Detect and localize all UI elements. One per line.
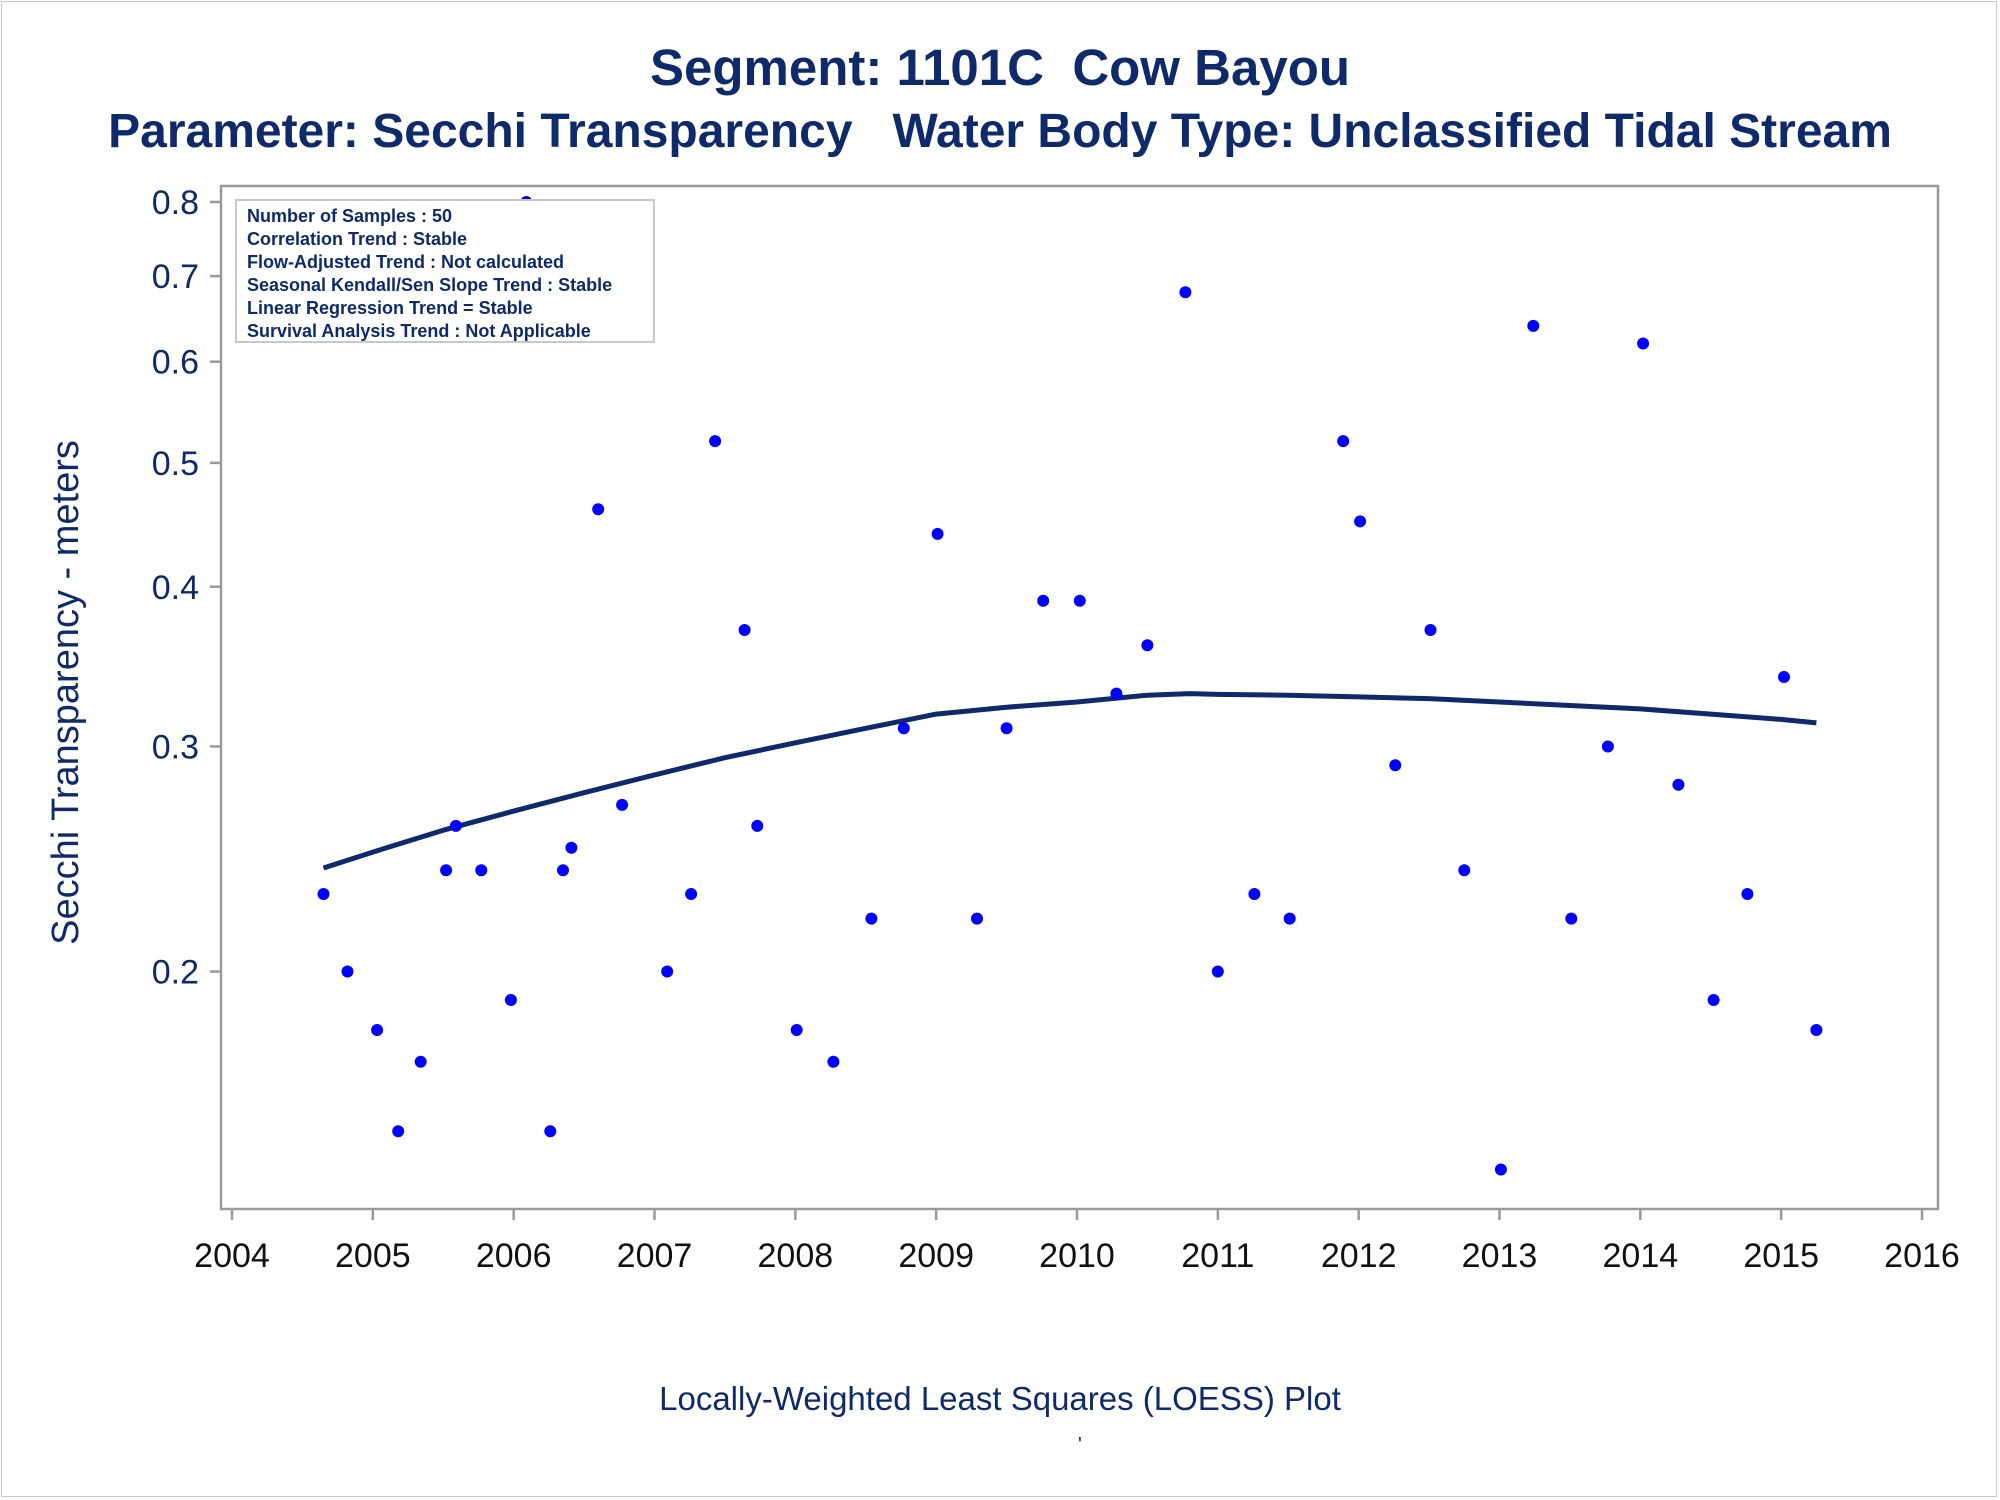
data-point bbox=[738, 624, 751, 636]
data-point bbox=[371, 1024, 384, 1036]
info-box-line: Linear Regression Trend = Stable bbox=[247, 298, 533, 318]
data-point bbox=[1248, 888, 1261, 900]
x-tick-label: 2014 bbox=[1603, 1237, 1679, 1275]
y-tick-label: 0.2 bbox=[152, 954, 199, 992]
data-point bbox=[1141, 639, 1154, 652]
x-tick-label: 2009 bbox=[898, 1237, 974, 1275]
data-point bbox=[1494, 1163, 1507, 1176]
data-point bbox=[1424, 624, 1437, 636]
data-point bbox=[557, 864, 569, 877]
info-box-line: Survival Analysis Trend : Not Applicable bbox=[247, 321, 591, 341]
data-point bbox=[1283, 912, 1296, 925]
data-point bbox=[449, 819, 462, 832]
x-tick-label: 2016 bbox=[1884, 1237, 1960, 1275]
data-point bbox=[1637, 337, 1650, 350]
x-tick-label: 2004 bbox=[194, 1237, 270, 1275]
trend-info-box: Number of Samples : 50 Correlation Trend … bbox=[235, 199, 655, 343]
y-axis-label: Secchi Transparency - meters bbox=[45, 440, 87, 945]
data-point bbox=[1565, 912, 1578, 925]
info-box-line: Number of Samples : 50 bbox=[247, 206, 452, 226]
data-point bbox=[1073, 594, 1086, 607]
loess-layer bbox=[322, 691, 1817, 871]
info-box-line: Seasonal Kendall/Sen Slope Trend : Stabl… bbox=[247, 275, 612, 295]
plot-area bbox=[219, 184, 1940, 1211]
data-point bbox=[1601, 740, 1614, 753]
info-box-frame bbox=[235, 199, 655, 343]
data-point bbox=[1458, 864, 1471, 877]
data-point bbox=[1037, 594, 1050, 607]
data-point bbox=[592, 503, 605, 516]
y-tick-label: 0.4 bbox=[152, 569, 199, 607]
data-point bbox=[1778, 671, 1790, 683]
data-point bbox=[1810, 1024, 1823, 1036]
x-tick-label: 2010 bbox=[1039, 1237, 1115, 1275]
x-tick-label: 2015 bbox=[1743, 1237, 1819, 1275]
data-point bbox=[661, 965, 674, 978]
loess-curve bbox=[322, 691, 1817, 871]
chart-title: Segment: 1101C Cow Bayou bbox=[649, 39, 1351, 96]
data-point bbox=[751, 819, 764, 832]
data-point bbox=[685, 888, 698, 900]
footnote-mark: ' bbox=[1078, 1434, 1082, 1456]
data-point bbox=[971, 912, 983, 925]
data-point bbox=[709, 435, 722, 448]
data-point bbox=[565, 841, 578, 854]
data-point bbox=[414, 1055, 427, 1068]
y-tick-label: 0.7 bbox=[152, 258, 199, 296]
data-point bbox=[440, 864, 453, 877]
data-point bbox=[392, 1125, 405, 1138]
data-point bbox=[790, 1024, 803, 1036]
data-point bbox=[1211, 965, 1224, 978]
info-box-line: Flow-Adjusted Trend : Not calculated bbox=[247, 252, 564, 272]
points-layer bbox=[317, 196, 1823, 1176]
x-tick-label: 2005 bbox=[335, 1237, 411, 1275]
data-point bbox=[317, 888, 330, 900]
x-tick-label: 2008 bbox=[758, 1237, 834, 1275]
data-point bbox=[1672, 778, 1685, 791]
data-point bbox=[1389, 759, 1402, 772]
data-point bbox=[1337, 435, 1350, 448]
data-point bbox=[1527, 319, 1540, 332]
data-point bbox=[827, 1055, 840, 1068]
x-tick-label: 2011 bbox=[1181, 1237, 1254, 1275]
data-point bbox=[931, 527, 944, 540]
data-point bbox=[865, 912, 878, 925]
data-point bbox=[1354, 515, 1367, 528]
data-point bbox=[616, 798, 629, 811]
data-point bbox=[1000, 722, 1013, 735]
x-tick-label: 2006 bbox=[476, 1237, 552, 1275]
x-tick-label: 2007 bbox=[617, 1237, 693, 1275]
y-tick-label: 0.3 bbox=[152, 728, 199, 766]
y-tick-label: 0.5 bbox=[152, 445, 199, 483]
data-point bbox=[897, 722, 910, 735]
plot-frame bbox=[219, 184, 1940, 1211]
y-axis: 0.2 0.3 0.4 0.5 0.6 0.7 0.8 bbox=[152, 184, 221, 992]
data-point bbox=[1179, 286, 1192, 299]
x-axis: 2004 2005 2006 2007 2008 2009 2010 2011 2012 2013… bbox=[194, 1209, 1960, 1275]
data-point bbox=[1707, 994, 1720, 1006]
data-point bbox=[504, 994, 517, 1006]
chart-subtitle: Parameter: Secchi Transparency Water Bod… bbox=[108, 105, 1892, 158]
footnote: Locally-Weighted Least Squares (LOESS) P… bbox=[659, 1380, 1341, 1417]
info-box-line: Correlation Trend : Stable bbox=[247, 229, 467, 249]
data-point bbox=[1110, 687, 1123, 700]
x-tick-label: 2012 bbox=[1321, 1237, 1397, 1275]
y-tick-label: 0.8 bbox=[152, 184, 199, 222]
y-tick-label: 0.6 bbox=[152, 344, 199, 382]
data-point bbox=[1741, 888, 1754, 900]
data-point bbox=[341, 965, 354, 978]
data-point bbox=[475, 864, 488, 877]
x-tick-label: 2013 bbox=[1462, 1237, 1538, 1275]
data-point bbox=[544, 1125, 557, 1138]
